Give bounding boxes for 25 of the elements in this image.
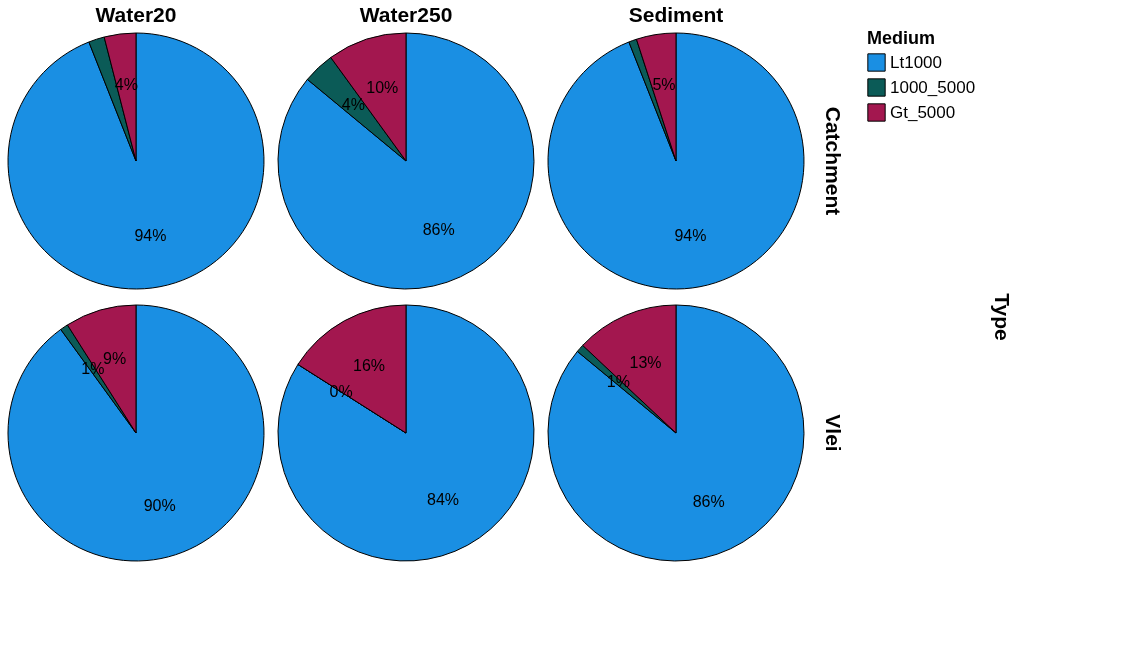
text: Type xyxy=(991,293,1014,341)
data-label: 1% xyxy=(81,360,105,378)
chart-title: Water20 xyxy=(95,3,177,26)
legend-label: 1000_5000 xyxy=(890,77,976,97)
data-label: 86% xyxy=(422,221,455,239)
text: 0% xyxy=(329,382,353,400)
data-label: 16% xyxy=(352,356,386,374)
text: Vlei xyxy=(822,414,845,452)
chart-title: Sediment xyxy=(628,3,724,26)
data-label: 9% xyxy=(103,350,127,368)
legend-label: Lt1000 xyxy=(890,52,942,72)
data-label: 94% xyxy=(674,227,707,245)
legend-title: Medium xyxy=(867,28,936,48)
chart-title: Water250 xyxy=(359,3,453,26)
text: Catchment xyxy=(822,106,845,216)
legend-label: Gt_5000 xyxy=(890,102,956,122)
data-label: 10% xyxy=(366,78,399,96)
data-label: 86% xyxy=(692,493,725,511)
data-label: 94% xyxy=(134,227,167,245)
data-label: 13% xyxy=(629,353,662,371)
data-label: 84% xyxy=(426,491,460,509)
data-label: 1% xyxy=(606,373,630,391)
data-label: 4% xyxy=(341,96,365,114)
data-label: 90% xyxy=(143,497,176,515)
data-label: 5% xyxy=(652,76,676,94)
